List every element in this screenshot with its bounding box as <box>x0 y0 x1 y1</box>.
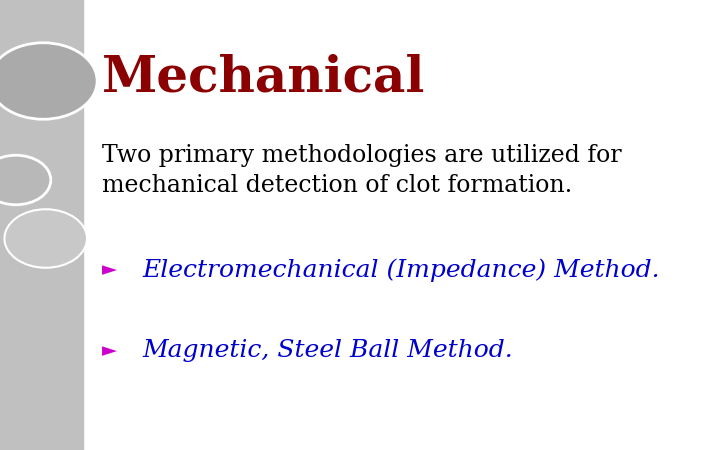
Text: Two primary methodologies are utilized for
mechanical detection of clot formatio: Two primary methodologies are utilized f… <box>102 144 621 197</box>
Circle shape <box>4 209 87 268</box>
Circle shape <box>0 43 97 119</box>
Text: Electromechanical (Impedance) Method.: Electromechanical (Impedance) Method. <box>143 258 660 282</box>
Circle shape <box>0 155 51 205</box>
Text: ►: ► <box>102 261 117 279</box>
Bar <box>0 0 83 450</box>
Text: ►: ► <box>102 342 117 360</box>
Text: Magnetic, Steel Ball Method.: Magnetic, Steel Ball Method. <box>143 339 513 363</box>
Text: Mechanical: Mechanical <box>102 54 425 103</box>
